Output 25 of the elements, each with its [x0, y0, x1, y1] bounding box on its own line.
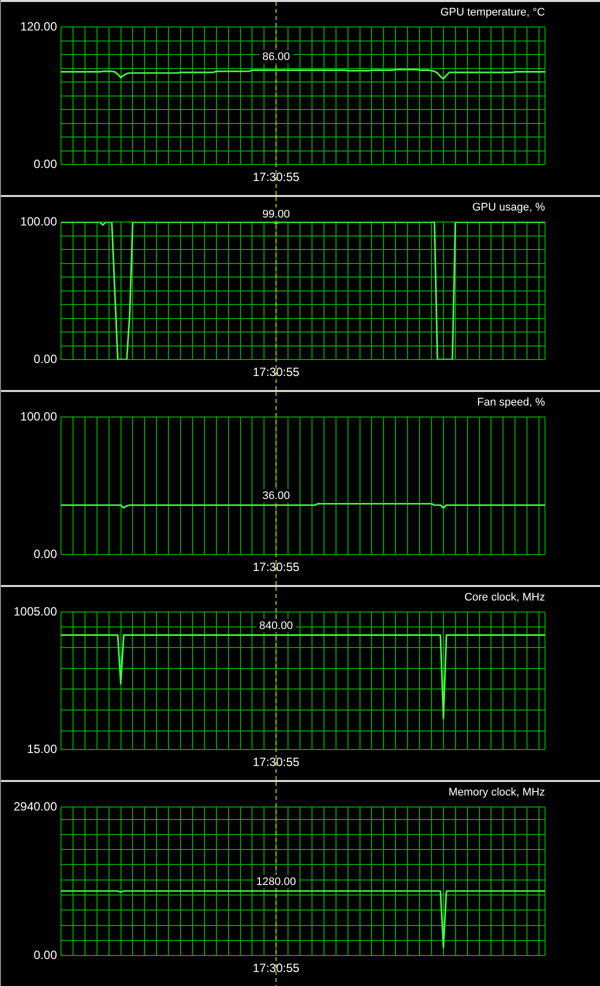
annotation: 840.00: [259, 620, 293, 632]
y-tick-label: 100.00: [20, 410, 58, 424]
annotation: 36.00: [262, 490, 290, 502]
x-tick-label: 17:30:55: [252, 365, 300, 380]
x-tick-label: 17:30:55: [252, 755, 300, 770]
annotation: 99.00: [262, 208, 290, 221]
y-tick-label: 0.00: [34, 546, 58, 561]
chart-title: Core clock, MHz: [464, 592, 545, 604]
y-tick-label: 1005.00: [14, 604, 58, 619]
annotation: 86.00: [262, 51, 290, 64]
chart-title: Memory clock, MHz: [448, 786, 545, 799]
y-tick-label: 2940.00: [14, 800, 58, 814]
y-tick-label: 0.00: [34, 352, 58, 366]
annotation: 1280.00: [256, 876, 296, 888]
chart-title: GPU usage, %: [472, 202, 546, 214]
y-tick-label: 0.00: [34, 948, 58, 962]
y-tick-label: 0.00: [34, 156, 58, 171]
y-tick-label: 120.00: [20, 20, 58, 34]
y-tick-label: 100.00: [20, 214, 58, 229]
x-tick-label: 17:30:55: [252, 170, 300, 184]
x-tick-label: 17:30:55: [252, 560, 300, 574]
y-tick-label: 15.00: [26, 742, 58, 756]
x-tick-label: 17:30:55: [252, 961, 300, 976]
chart-title: GPU temperature, °C: [440, 6, 546, 19]
chart-title: Fan speed, %: [477, 396, 546, 409]
